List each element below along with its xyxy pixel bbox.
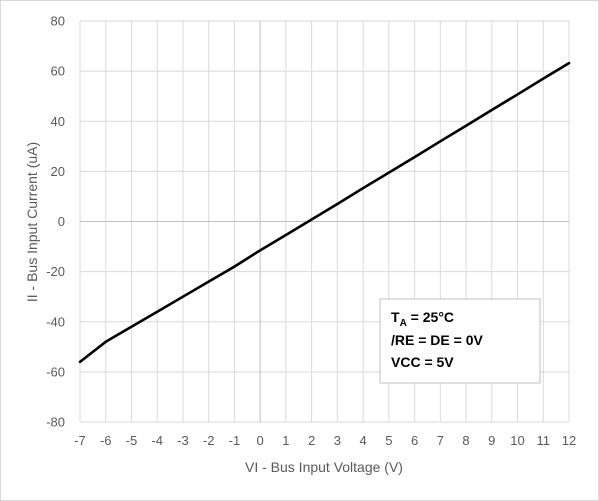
x-tick-label: 2 [308,433,315,448]
y-tick-label: -40 [46,314,65,329]
y-tick-label: 20 [51,164,65,179]
x-tick-label: 1 [282,433,289,448]
y-axis-title: II - Bus Input Current (uA) [24,142,40,302]
y-tick-label: -80 [46,415,65,430]
x-tick-label: 9 [488,433,495,448]
y-tick-label: 80 [51,14,65,29]
x-tick-label: -2 [203,433,215,448]
x-tick-label: 7 [437,433,444,448]
annotation-line-2: /RE = DE = 0V [391,332,483,348]
x-axis-title: VI - Bus Input Voltage (V) [245,459,403,475]
x-tick-label: 8 [462,433,469,448]
annotation-box: TA = 25°C /RE = DE = 0V VCC = 5V [379,298,541,384]
x-tick-labels: -7 -6 -5 -4 -3 -2 -1 0 1 2 3 4 5 6 7 8 9 10 11 12 [74,433,576,448]
x-tick-label: 5 [385,433,392,448]
x-tick-label: 12 [562,433,576,448]
x-tick-label: -6 [100,433,112,448]
x-tick-label: 3 [334,433,341,448]
x-tick-label: 11 [537,433,551,448]
series-layer [78,61,571,364]
y-tick-label: 40 [51,114,65,129]
x-tick-label: 0 [257,433,264,448]
x-tick-label: -7 [74,433,86,448]
x-tick-label: -1 [229,433,241,448]
annotation-line-1: TA = 25°C [391,309,454,329]
x-tick-label: -4 [151,433,163,448]
y-tick-label: -60 [46,364,65,379]
annotation-line-3: VCC = 5V [391,354,454,370]
zero-axes [80,21,569,422]
x-tick-label: -5 [126,433,138,448]
series-line [78,61,571,364]
x-tick-label: -3 [177,433,189,448]
y-tick-label: 0 [58,214,65,229]
x-tick-label: 4 [359,433,366,448]
y-tick-label: -20 [46,264,65,279]
annotation-border [379,298,541,384]
y-tick-labels: 80 60 40 20 0 -20 -40 -60 -80 [46,14,65,430]
y-tick-label: 60 [51,64,65,79]
x-tick-label: 6 [411,433,418,448]
x-tick-label: 10 [510,433,524,448]
